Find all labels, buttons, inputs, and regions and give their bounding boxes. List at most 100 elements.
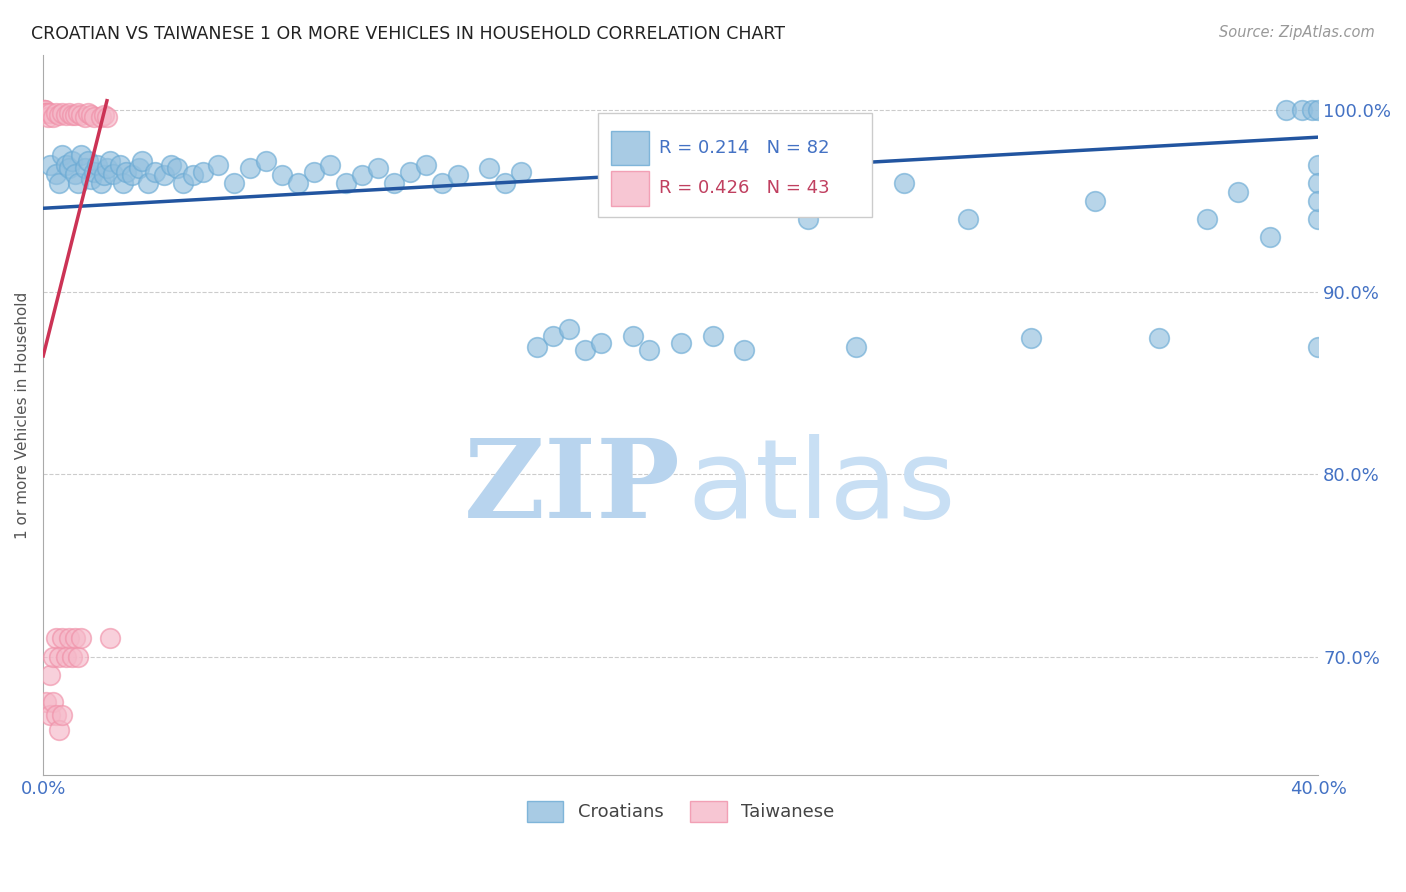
Point: [73, 110, 96, 124]
Text: ZIP: ZIP: [464, 434, 681, 541]
FancyBboxPatch shape: [598, 112, 872, 217]
Point: [302, 165, 325, 179]
Point: [319, 157, 342, 171]
Point: [80, 172, 103, 186]
Point: [430, 176, 453, 190]
Point: [845, 340, 868, 354]
Point: [669, 336, 692, 351]
Point: [48, 649, 70, 664]
Point: [138, 176, 160, 190]
Point: [239, 161, 262, 176]
Point: [1308, 157, 1330, 171]
Point: [121, 169, 143, 183]
Point: [42, 110, 65, 124]
Point: [1291, 103, 1313, 117]
Point: [115, 165, 138, 179]
Point: [398, 165, 420, 179]
Point: [38, 157, 60, 171]
Point: [1260, 230, 1282, 244]
Point: [574, 343, 596, 358]
Y-axis label: 1 or more Vehicles in Household: 1 or more Vehicles in Household: [15, 292, 30, 539]
Point: [42, 649, 65, 664]
Point: [1195, 212, 1218, 227]
Point: [51, 148, 73, 162]
Point: [166, 161, 188, 176]
Point: [76, 106, 98, 120]
Point: [131, 153, 153, 168]
Point: [1275, 103, 1298, 117]
Text: CROATIAN VS TAIWANESE 1 OR MORE VEHICLES IN HOUSEHOLD CORRELATION CHART: CROATIAN VS TAIWANESE 1 OR MORE VEHICLES…: [31, 25, 785, 43]
FancyBboxPatch shape: [610, 131, 648, 165]
Point: [128, 161, 150, 176]
Point: [38, 668, 60, 682]
Point: [172, 176, 194, 190]
Point: [541, 329, 564, 343]
Point: [86, 157, 108, 171]
Point: [1301, 103, 1323, 117]
Point: [51, 106, 73, 120]
Point: [702, 329, 724, 343]
Point: [63, 167, 86, 181]
Point: [90, 110, 112, 124]
Point: [1308, 340, 1330, 354]
Point: [207, 157, 229, 171]
Point: [93, 169, 115, 183]
Point: [733, 343, 755, 358]
Point: [63, 632, 86, 646]
Point: [38, 106, 60, 120]
Point: [98, 153, 121, 168]
Point: [96, 161, 118, 176]
Point: [45, 632, 67, 646]
Point: [271, 169, 294, 183]
Text: R = 0.426   N = 43: R = 0.426 N = 43: [659, 179, 830, 197]
Point: [589, 336, 612, 351]
Point: [478, 161, 501, 176]
Point: [55, 108, 77, 122]
Point: [143, 165, 166, 179]
Point: [1308, 103, 1330, 117]
Legend: Croatians, Taiwanese: Croatians, Taiwanese: [517, 792, 844, 831]
Point: [1308, 176, 1330, 190]
Point: [1084, 194, 1107, 208]
Point: [51, 632, 73, 646]
Point: [70, 148, 93, 162]
Point: [76, 153, 98, 168]
Point: [287, 176, 309, 190]
Point: [1227, 185, 1250, 199]
Point: [60, 153, 83, 168]
Point: [93, 108, 115, 122]
Point: [446, 169, 468, 183]
Point: [60, 108, 83, 122]
Point: [893, 176, 915, 190]
Point: [38, 708, 60, 723]
Point: [98, 632, 121, 646]
Point: [58, 632, 80, 646]
Point: [48, 108, 70, 122]
Point: [70, 108, 93, 122]
Point: [510, 165, 533, 179]
Point: [96, 110, 118, 124]
Point: [103, 167, 125, 181]
Point: [37, 110, 59, 124]
Point: [350, 169, 373, 183]
Point: [191, 165, 214, 179]
Point: [35, 106, 58, 120]
Text: Source: ZipAtlas.com: Source: ZipAtlas.com: [1219, 25, 1375, 40]
Point: [83, 110, 105, 124]
Point: [90, 176, 112, 190]
Text: R = 0.214   N = 82: R = 0.214 N = 82: [659, 139, 830, 157]
Point: [58, 161, 80, 176]
Point: [55, 649, 77, 664]
Point: [526, 340, 548, 354]
Point: [55, 157, 77, 171]
Point: [48, 723, 70, 737]
Point: [80, 108, 103, 122]
Point: [956, 212, 979, 227]
Point: [45, 708, 67, 723]
Point: [159, 157, 181, 171]
Point: [335, 176, 357, 190]
Point: [382, 176, 405, 190]
Point: [58, 106, 80, 120]
Point: [73, 161, 96, 176]
Point: [70, 632, 93, 646]
